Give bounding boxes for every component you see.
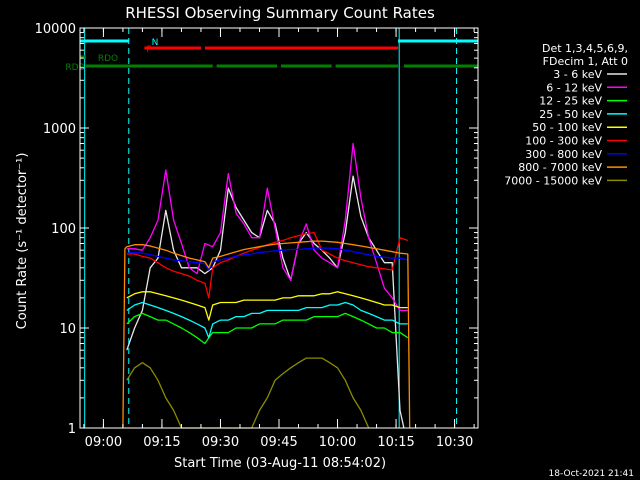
- y-tick-label-2: 100: [51, 222, 76, 237]
- legend-label-6: 300 - 800 keV: [525, 148, 602, 161]
- x-tick-label-1: 09:15: [143, 435, 180, 450]
- y-axis-label: Count Rate (s⁻¹ detector⁻¹): [15, 153, 30, 330]
- series-line-7: [122, 240, 411, 429]
- y-tick-label-4: 10000: [35, 22, 76, 37]
- legend-label-3: 25 - 50 keV: [539, 108, 602, 121]
- legend-header-line-1: FDecim 1, Att 0: [543, 55, 628, 68]
- y-tick-label-0: 1: [68, 422, 76, 437]
- legend-label-7: 800 - 7000 keV: [518, 161, 602, 174]
- series-line-8: [126, 357, 370, 429]
- series-line-6: [126, 247, 408, 271]
- legend-label-1: 6 - 12 keV: [546, 81, 602, 94]
- x-tick-label-5: 10:15: [377, 435, 414, 450]
- x-axis-label: Start Time (03-Aug-11 08:54:02): [174, 456, 386, 471]
- series-line-3: [126, 301, 408, 339]
- flag-label-n: N: [152, 38, 159, 48]
- flag-label-f: F: [146, 45, 151, 55]
- x-tick-label-4: 10:00: [319, 435, 356, 450]
- x-tick-label-6: 10:30: [436, 435, 473, 450]
- x-tick-label-0: 09:00: [85, 435, 122, 450]
- legend-header-line-0: Det 1,3,4,5,6,9,: [542, 42, 628, 55]
- series-line-4: [126, 291, 408, 321]
- x-tick-label-3: 09:45: [260, 435, 297, 450]
- footer-date: 18-Oct-2021 21:41: [549, 469, 634, 479]
- x-tick-label-2: 09:30: [202, 435, 239, 450]
- legend-label-8: 7000 - 15000 keV: [504, 174, 602, 187]
- series-line-1: [126, 142, 408, 312]
- legend-label-5: 100 - 300 keV: [525, 135, 602, 148]
- flag-label-rdb: RDB: [65, 63, 84, 73]
- series-line-0: [126, 175, 405, 429]
- legend-label-4: 50 - 100 keV: [532, 121, 602, 134]
- y-tick-label-1: 10: [59, 322, 76, 337]
- flag-label-rdo: RDO: [98, 54, 118, 64]
- legend: Det 1,3,4,5,6,9,FDecim 1, Att 03 - 6 keV…: [504, 42, 628, 187]
- axes: 1 10 100 1000 10000 09:00 09:15 09:30 09:45 10:00…: [35, 22, 479, 450]
- series-line-2: [126, 312, 409, 345]
- legend-label-0: 3 - 6 keV: [553, 68, 602, 81]
- y-tick-label-3: 1000: [43, 122, 76, 137]
- plot-area: NF RDO RDB: [65, 28, 478, 429]
- chart-title: RHESSI Observing Summary Count Rates: [125, 4, 435, 22]
- legend-label-2: 12 - 25 keV: [539, 95, 602, 108]
